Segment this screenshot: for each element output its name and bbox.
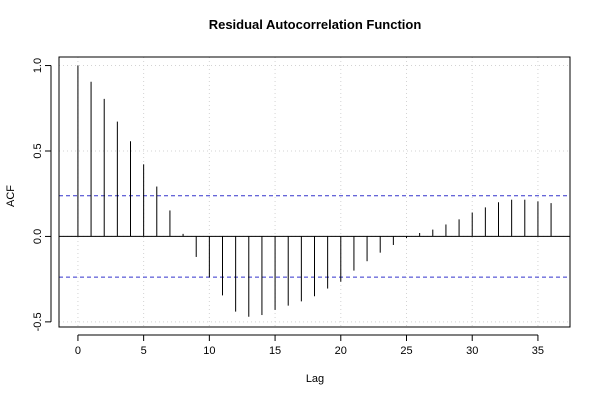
x-tick-label: 30: [466, 345, 478, 357]
x-tick-label: 0: [75, 345, 81, 357]
x-tick-label: 25: [400, 345, 412, 357]
x-axis: 0 5 10 15 20 25 30 35: [75, 334, 544, 357]
y-axis: -0.5 0.0 0.5 1.0: [32, 58, 52, 331]
acf-bars: [77, 65, 552, 317]
x-tick-label: 35: [532, 345, 544, 357]
y-tick-label: 1.0: [32, 58, 44, 73]
y-tick-label: -0.5: [32, 312, 44, 331]
x-tick-label: 5: [141, 345, 147, 357]
x-tick-label: 10: [203, 345, 215, 357]
y-tick-label: 0.0: [32, 229, 44, 244]
y-tick-label: 0.5: [32, 143, 44, 158]
x-tick-label: 20: [335, 345, 347, 357]
plot-area-border: [58, 56, 571, 328]
x-axis-label: Lag: [306, 373, 324, 385]
y-axis-label: ACF: [5, 185, 17, 207]
x-tick-label: 15: [269, 345, 281, 357]
chart-title: Residual Autocorrelation Function: [209, 17, 422, 32]
